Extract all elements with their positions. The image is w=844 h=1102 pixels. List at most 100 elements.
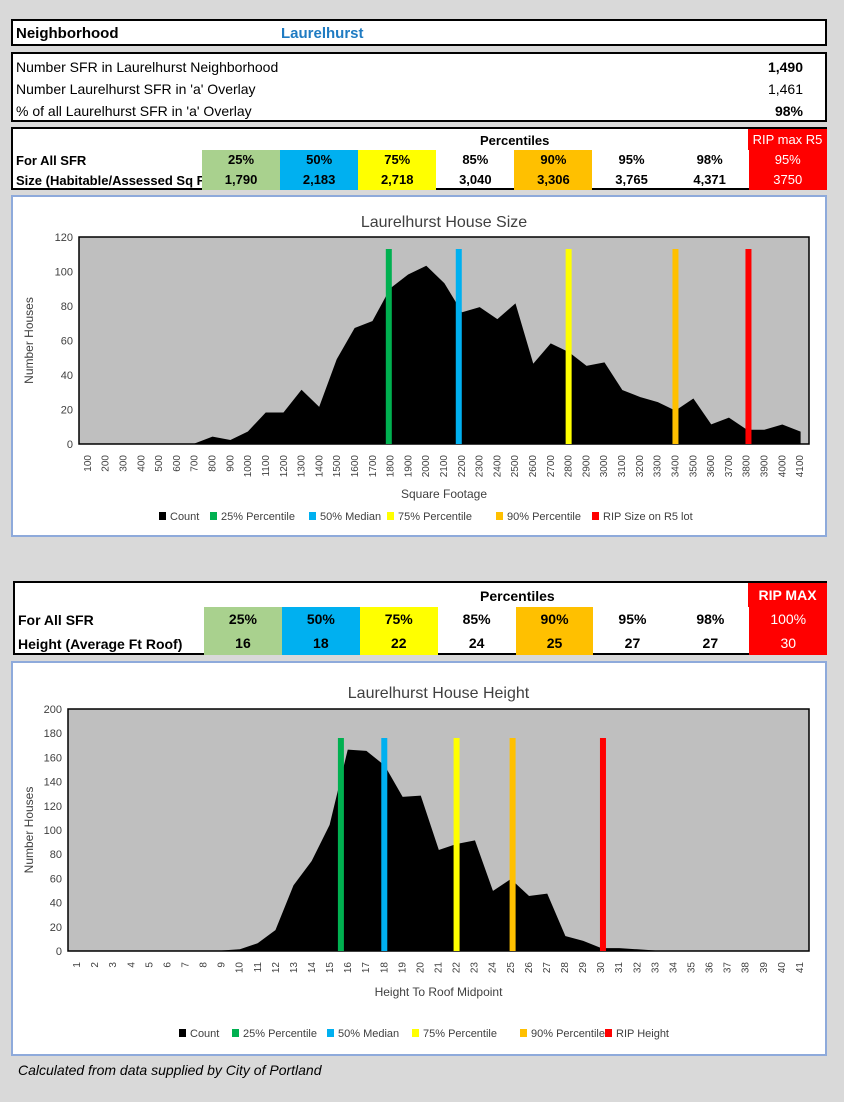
x-tick-label: 30: [596, 962, 607, 974]
legend-label-3: 75% Percentile: [423, 1028, 497, 1040]
footer-note: Calculated from data supplied by City of…: [18, 1062, 322, 1078]
series-count-area: [77, 749, 800, 952]
x-tick-label: 3600: [706, 455, 717, 478]
x-axis-label: Square Footage: [401, 487, 487, 501]
x-tick-label: 3400: [670, 455, 681, 478]
size-header-1: 50%: [280, 150, 359, 170]
y-tick-label: 60: [61, 336, 73, 348]
legend-swatch-1: [232, 1029, 239, 1037]
height-value-3: 24: [468, 635, 485, 651]
x-tick-label: 2100: [439, 455, 450, 478]
size-row2-label: Size (Habitable/Assessed Sq Ft): [16, 173, 214, 188]
x-tick-label: 13: [289, 962, 300, 974]
size-header-7: 95%: [748, 150, 827, 170]
x-tick-label: 600: [172, 455, 183, 472]
x-tick-label: 9: [217, 962, 228, 968]
chart-title: Laurelhurst House Size: [361, 214, 527, 231]
x-tick-label: 37: [723, 962, 734, 974]
y-tick-label: 140: [44, 777, 62, 789]
neighborhood-label: Neighborhood: [16, 25, 119, 42]
y-tick-label: 60: [50, 873, 62, 885]
marker-line-0: [385, 249, 392, 444]
x-tick-label: 4000: [777, 455, 788, 478]
summary-box: Number SFR in Laurelhurst Neighborhood 1…: [11, 52, 827, 122]
y-tick-label: 0: [56, 946, 62, 958]
x-tick-label: 17: [361, 962, 372, 974]
size-value-5: 3,765: [615, 172, 648, 187]
size-header-6: 98%: [696, 152, 723, 167]
x-tick-label: 500: [154, 455, 165, 472]
height-rip-header: RIP MAX: [748, 583, 827, 607]
x-tick-label: 900: [225, 455, 236, 472]
legend-label-3: 75% Percentile: [398, 511, 472, 523]
x-tick-label: 28: [560, 962, 571, 974]
x-tick-label: 1400: [314, 455, 325, 478]
x-tick-label: 41: [795, 962, 806, 974]
size-chart-panel: Laurelhurst House Size 0 20 40 60 80 100 120 100…: [11, 195, 827, 537]
x-tick-label: 23: [470, 962, 481, 974]
legend-swatch-4: [496, 512, 503, 520]
y-tick-label: 20: [61, 405, 73, 417]
legend-swatch-5: [592, 512, 599, 520]
legend-label-2: 50% Median: [338, 1028, 399, 1040]
y-tick-label: 160: [44, 752, 62, 764]
x-tick-label: 3500: [688, 455, 699, 478]
x-tick-label: 39: [759, 962, 770, 974]
size-rip-header: RIP max R5: [748, 129, 827, 150]
y-tick-label: 200: [44, 704, 62, 716]
x-tick-label: 25: [506, 962, 517, 974]
x-tick-label: 3800: [742, 455, 753, 478]
y-axis-label: Number Houses: [22, 787, 36, 874]
marker-line-1: [455, 249, 462, 444]
y-tick-label: 80: [61, 301, 73, 313]
legend-swatch-1: [210, 512, 217, 520]
x-tick-label: 3: [108, 962, 119, 968]
x-tick-label: 400: [136, 455, 147, 472]
marker-line-4: [745, 249, 752, 444]
y-tick-label: 120: [55, 232, 73, 244]
y-tick-label: 0: [67, 439, 73, 451]
x-tick-label: 1800: [386, 455, 397, 478]
x-tick-label: 300: [119, 455, 130, 472]
size-chart: Laurelhurst House Size 0 20 40 60 80 100 120 100…: [22, 214, 810, 523]
x-tick-label: 35: [687, 962, 698, 974]
x-tick-label: 12: [271, 962, 282, 974]
x-tick-label: 2300: [475, 455, 486, 478]
x-tick-label: 6: [162, 962, 173, 968]
legend-swatch-0: [179, 1029, 186, 1037]
height-row2-label: Height (Average Ft Roof): [18, 636, 183, 652]
series-count-area: [87, 265, 801, 445]
x-tick-label: 20: [415, 962, 426, 974]
legend-label-5: RIP Size on R5 lot: [603, 511, 693, 523]
y-tick-label: 20: [50, 922, 62, 934]
legend-swatch-4: [520, 1029, 527, 1037]
size-value-1: 2,183: [280, 170, 359, 190]
size-value-7: 3750: [748, 170, 827, 190]
summary-value-overlay: 1,461: [767, 81, 803, 97]
x-tick-label: 38: [741, 962, 752, 974]
size-header-4: 90%: [514, 150, 593, 170]
marker-line-3: [672, 249, 679, 444]
height-value-0: 16: [204, 631, 282, 655]
x-tick-label: 22: [452, 962, 463, 974]
legend-swatch-5: [605, 1029, 612, 1037]
x-tick-label: 4: [126, 962, 137, 968]
height-chart: Laurelhurst House Height0204060801001201…: [22, 685, 810, 1040]
y-tick-label: 40: [61, 370, 73, 382]
summary-label-percent: % of all Laurelhurst SFR in 'a' Overlay: [16, 103, 252, 119]
marker-line-1: [381, 738, 388, 951]
chart-title: Laurelhurst House Height: [348, 685, 530, 702]
x-tick-label: 1300: [297, 455, 308, 478]
size-header-0: 25%: [202, 150, 281, 170]
size-value-0: 1,790: [202, 170, 281, 190]
x-tick-label: 14: [307, 962, 318, 974]
x-tick-label: 8: [199, 962, 210, 968]
x-tick-label: 11: [253, 962, 264, 973]
x-tick-label: 1: [72, 962, 83, 968]
y-tick-label: 100: [55, 267, 73, 279]
height-percentile-table: Percentiles For All SFR Height (Average …: [13, 581, 828, 655]
x-tick-label: 27: [542, 962, 553, 974]
y-tick-label: 180: [44, 728, 62, 740]
x-tick-label: 18: [379, 962, 390, 974]
neighborhood-value: Laurelhurst: [281, 25, 364, 42]
